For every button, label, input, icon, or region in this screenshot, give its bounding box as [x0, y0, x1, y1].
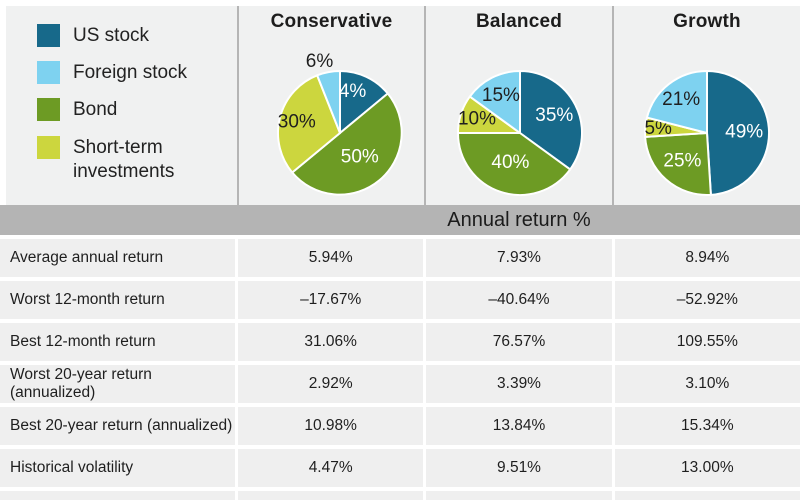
table-row: Historical volatility 4.47% 9.51% 13.00% — [0, 449, 800, 487]
pie-slice-foreign-stock — [468, 70, 521, 134]
row-label — [0, 491, 235, 500]
table-row: Best 12-month return 31.06% 76.57% 109.5… — [0, 323, 800, 361]
value-cell-conservative: 4.47% — [238, 449, 424, 487]
value-cell-growth: 3.10% — [614, 365, 800, 403]
pie-slice-us-stock — [706, 70, 771, 196]
row-label: Historical volatility — [0, 449, 235, 487]
legend-item-us-stock: US stock — [37, 24, 213, 48]
pie-slice-label: 25% — [663, 150, 701, 171]
legend-item-short-term: Short-term investments — [37, 136, 213, 184]
value-cell-conservative: –17.67% — [238, 281, 424, 319]
value-cell-growth: 13.00% — [614, 449, 800, 487]
pie-slice-foreign-stock — [316, 70, 341, 134]
section-header-title: Annual return % — [447, 209, 591, 231]
legend-label: Short-term investments — [73, 137, 175, 182]
pie-slice-label: 40% — [491, 152, 529, 173]
value-cell-balanced: 76.57% — [426, 323, 612, 361]
value-cell-growth: 109.55% — [614, 323, 800, 361]
value-cell-balanced — [426, 491, 612, 500]
pie-slice-label: 10% — [458, 109, 496, 130]
pie-slice-bond — [457, 132, 572, 196]
returns-table: Average annual return 5.94% 7.93% 8.94% … — [0, 239, 800, 500]
value-cell-balanced: 9.51% — [426, 449, 612, 487]
row-label: Average annual return — [0, 239, 235, 277]
legend-item-bond: Bond — [37, 98, 213, 122]
row-label: Worst 12-month return — [0, 281, 235, 319]
value-cell-conservative: 31.06% — [238, 323, 424, 361]
pie-slice-label: 35% — [535, 105, 573, 126]
pie-slice-label: 21% — [662, 89, 700, 110]
section-header-band: Annual return % — [0, 205, 800, 235]
column-header-growth: Growth — [673, 11, 741, 32]
column-divider — [237, 6, 239, 205]
table-row: Best 20-year return (annualized) 10.98% … — [0, 407, 800, 445]
legend-label: Foreign stock — [73, 62, 188, 83]
value-cell-growth — [614, 491, 800, 500]
value-cell-balanced: 7.93% — [426, 239, 612, 277]
bond-swatch-icon — [37, 98, 60, 121]
column-header-balanced: Balanced — [475, 11, 563, 32]
value-cell-growth: 15.34% — [614, 407, 800, 445]
pie-slice-foreign-stock — [645, 70, 708, 134]
legend-item-foreign-stock: Foreign stock — [37, 61, 213, 85]
value-cell-growth: –52.92% — [614, 281, 800, 319]
pie-slice-label: 15% — [482, 85, 520, 106]
pie-chart-balanced: 35% 40% 10% 15% — [457, 70, 583, 196]
table-row: Average annual return 5.94% 7.93% 8.94% — [0, 239, 800, 277]
foreign-stock-swatch-icon — [37, 61, 60, 84]
pie-slice-label: 30% — [278, 111, 316, 132]
pie-slice-label: 6% — [306, 51, 334, 72]
value-cell-conservative — [238, 491, 424, 500]
pie-slice-bond — [644, 132, 712, 196]
pie-slice-us-stock — [519, 70, 583, 171]
us-stock-swatch-icon — [37, 24, 60, 47]
short-term-swatch-icon — [37, 136, 60, 159]
pie-slice-bond — [291, 92, 403, 196]
pie-chart-conservative: 14%50%30%6% — [277, 51, 403, 196]
pie-slice-us-stock — [339, 70, 389, 134]
legend-label: US stock — [73, 25, 150, 46]
value-cell-conservative: 2.92% — [238, 365, 424, 403]
value-cell-balanced: 13.84% — [426, 407, 612, 445]
value-cell-growth: 8.94% — [614, 239, 800, 277]
column-header-conservative: Conservative — [270, 11, 393, 32]
value-cell-balanced: –40.64% — [426, 281, 612, 319]
value-cell-conservative: 5.94% — [238, 239, 424, 277]
table-row: Worst 20-year return (annualized) 2.92% … — [0, 365, 800, 403]
table-row: Worst 12-month return –17.67% –40.64% –5… — [0, 281, 800, 319]
column-divider — [612, 6, 614, 205]
row-label: Best 20-year return (annualized) — [0, 407, 235, 445]
value-cell-balanced: 3.39% — [426, 365, 612, 403]
pie-slice-label: 50% — [341, 146, 379, 167]
table-row-partial — [0, 491, 800, 500]
row-label: Best 12-month return — [0, 323, 235, 361]
value-cell-conservative: 10.98% — [238, 407, 424, 445]
pie-slice-short-term-investments — [277, 74, 341, 174]
pie-chart-growth: 49%25%5%21% — [644, 70, 771, 196]
legend-label: Bond — [73, 99, 118, 120]
pie-slice-label: 49% — [725, 121, 763, 142]
column-divider — [424, 6, 426, 205]
row-label: Worst 20-year return (annualized) — [0, 365, 235, 403]
